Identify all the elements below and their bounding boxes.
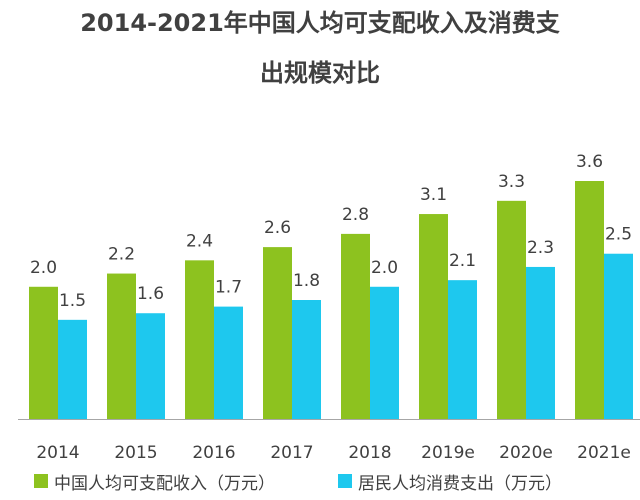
income-bar-2018 <box>341 233 370 419</box>
consumption-value-label-2019e: 2.1 <box>449 251 476 271</box>
x-tick-label-2019e: 2019e <box>421 443 475 463</box>
consumption-bar-2021e <box>604 253 633 419</box>
x-tick-label-2021e: 2021e <box>577 443 631 463</box>
income-bar-2017 <box>263 247 292 419</box>
x-tick-label-2020e: 2020e <box>499 443 553 463</box>
income-value-label-2018: 2.8 <box>342 205 369 225</box>
legend-swatch-consumption <box>338 474 352 488</box>
income-value-label-2014: 2.0 <box>30 258 57 278</box>
x-tick-label-2015: 2015 <box>114 443 157 463</box>
income-value-label-2019e: 3.1 <box>420 185 447 205</box>
x-tick-label-2014: 2014 <box>36 443 79 463</box>
income-value-label-2017: 2.6 <box>264 218 291 238</box>
consumption-bar-2019e <box>448 280 477 419</box>
x-tick-label-2016: 2016 <box>192 443 235 463</box>
consumption-value-label-2014: 1.5 <box>59 291 86 311</box>
consumption-value-label-2020e: 2.3 <box>527 238 554 258</box>
consumption-value-label-2021e: 2.5 <box>605 225 632 245</box>
income-bar-2021e <box>575 181 604 419</box>
legend-label-consumption: 居民人均消费支出（万元） <box>358 473 562 494</box>
consumption-bar-2017 <box>292 300 321 419</box>
consumption-bar-2018 <box>370 286 399 419</box>
income-value-label-2015: 2.2 <box>108 245 135 265</box>
x-tick-label-2018: 2018 <box>348 443 391 463</box>
income-bar-2020e <box>497 200 526 419</box>
income-value-label-2016: 2.4 <box>186 231 213 251</box>
income-value-label-2021e: 3.6 <box>576 152 603 172</box>
income-bar-2014 <box>29 286 58 419</box>
consumption-bar-2020e <box>526 266 555 419</box>
consumption-bar-2014 <box>58 319 87 419</box>
consumption-bar-2015 <box>136 313 165 419</box>
income-bar-2015 <box>107 273 136 419</box>
consumption-bar-2016 <box>214 306 243 419</box>
legend-item-income: 中国人均可支配收入（万元） <box>34 470 275 494</box>
legend-swatch-income <box>34 474 48 488</box>
income-bar-2019e <box>419 214 448 419</box>
income-value-label-2020e: 3.3 <box>498 172 525 192</box>
consumption-value-label-2018: 2.0 <box>371 258 398 278</box>
consumption-value-label-2015: 1.6 <box>137 284 164 304</box>
x-tick-label-2017: 2017 <box>270 443 313 463</box>
chart-title-line-2: 出规模对比 <box>260 59 380 87</box>
legend-item-consumption: 居民人均消费支出（万元） <box>338 470 562 494</box>
legend-label-income: 中国人均可支配收入（万元） <box>54 473 275 494</box>
chart-title-line-1: 2014-2021年中国人均可支配收入及消费支 <box>80 9 560 37</box>
consumption-value-label-2016: 1.7 <box>215 278 242 298</box>
income-bar-2016 <box>185 260 214 419</box>
consumption-value-label-2017: 1.8 <box>293 271 320 291</box>
